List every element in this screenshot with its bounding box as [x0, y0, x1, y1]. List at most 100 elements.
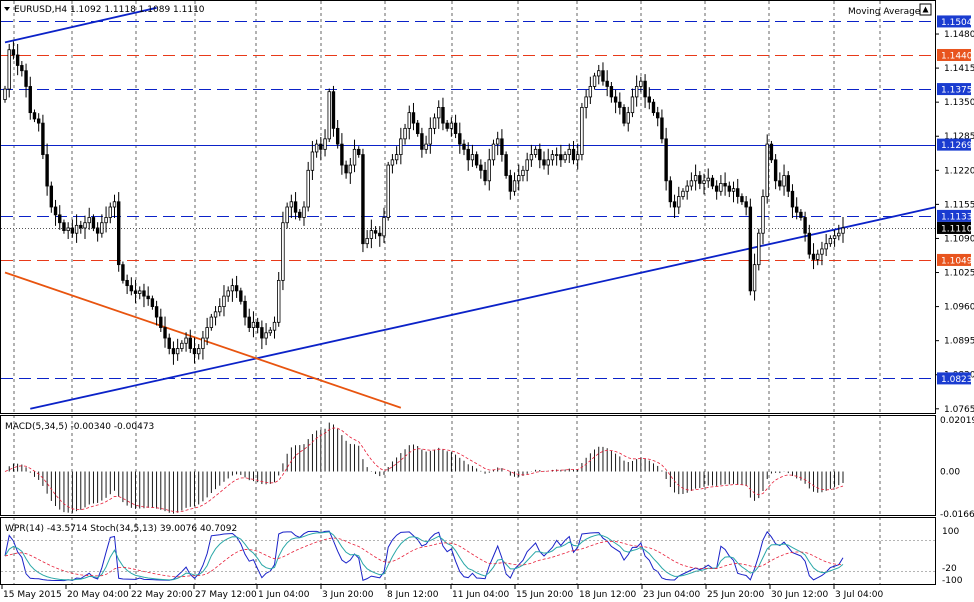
candle-body	[681, 190, 685, 197]
stoch-main-line	[4, 531, 844, 581]
candle-body	[462, 143, 466, 150]
candle-body	[748, 206, 753, 292]
level-price-label: 1.1049	[941, 256, 973, 266]
candle-body	[740, 196, 744, 203]
candle-body	[782, 175, 786, 187]
candle-body	[41, 122, 45, 155]
dropdown-triangle-icon[interactable]	[4, 7, 10, 11]
candle-body	[133, 290, 138, 294]
candle-body	[521, 169, 525, 176]
macd-tick-label: 0.00	[940, 468, 960, 478]
trendline-blue[interactable]	[30, 206, 936, 410]
candle-body	[255, 321, 260, 328]
candle-body	[765, 143, 769, 197]
candle-body	[49, 185, 54, 208]
stoch-signal-line	[4, 537, 844, 578]
wpr-tick-label: -20	[942, 564, 957, 574]
candle-body	[79, 224, 83, 229]
level-price-box	[937, 15, 971, 28]
candle-body	[394, 154, 399, 161]
candle-body	[449, 122, 454, 129]
candle-body	[386, 164, 390, 218]
candle-body	[693, 175, 698, 182]
candle-body	[62, 222, 66, 231]
price-axis: 1.1480 1.1415 1.1350 1.1285 1.1220 1.1155 1.10…	[935, 15, 974, 586]
symbol-info: EURUSD,H4 1.1092 1.1118 1.1089 1.1110	[14, 5, 205, 15]
candle-body	[517, 175, 521, 182]
y-tick-label: 1.1480	[944, 30, 974, 40]
candle-body	[340, 143, 344, 166]
candle-body	[264, 332, 268, 339]
candle-body	[175, 348, 180, 355]
candle-body	[630, 96, 635, 114]
level-price-label: 1.1110	[941, 224, 973, 234]
candle-body	[533, 148, 538, 155]
x-tick-label: 27 May 12:00	[195, 590, 257, 600]
candle-body	[841, 227, 845, 234]
candle-body	[260, 327, 264, 339]
candle-body	[820, 248, 824, 255]
candle-body	[706, 177, 710, 182]
candle-body	[816, 253, 820, 260]
level-price-label: 1.1269	[941, 141, 973, 151]
candle-body	[626, 112, 630, 124]
y-tick-label: 1.1025	[944, 269, 974, 279]
candle-body	[559, 154, 563, 161]
y-tick-label: 1.1350	[944, 98, 974, 108]
candle-body	[159, 316, 163, 328]
x-tick-label: 8 Jun 12:00	[387, 590, 439, 600]
x-tick-label: 15 Jun 20:00	[516, 590, 573, 600]
candle-body	[538, 148, 542, 161]
candle-body	[319, 143, 323, 150]
level-price-box	[937, 253, 971, 266]
candle-body	[306, 169, 310, 208]
candle-body	[184, 337, 188, 344]
candle-body	[45, 154, 49, 187]
candle-body	[104, 217, 108, 224]
candle-body	[218, 306, 222, 313]
candle-body	[495, 138, 500, 145]
candle-body	[289, 201, 294, 208]
candle-body	[811, 253, 816, 260]
candle-body	[807, 232, 812, 255]
candle-body	[323, 138, 327, 150]
y-tick-label: 1.1285	[944, 132, 974, 142]
candle-body	[689, 180, 694, 187]
candle-body	[592, 75, 597, 87]
horizontal-levels	[1, 21, 935, 379]
candle-body	[597, 70, 601, 77]
candle-body	[773, 159, 778, 182]
candle-body	[441, 107, 445, 124]
candle-body	[580, 107, 584, 155]
candle-body	[277, 279, 281, 323]
candle-body	[230, 285, 235, 292]
candle-body	[677, 196, 681, 208]
candle-body	[685, 185, 689, 192]
candle-body	[474, 154, 479, 166]
candle-body	[757, 232, 761, 266]
candle-body	[95, 227, 100, 234]
vertical-gridlines	[13, 1, 881, 584]
candle-body	[420, 133, 424, 150]
main-panel-frame	[0, 0, 936, 414]
candle-body	[314, 143, 319, 153]
candle-body	[698, 175, 702, 184]
trendline-blue[interactable]	[4, 6, 157, 44]
candle-body	[512, 180, 517, 192]
x-tick-label: 20 May 04:00	[67, 590, 129, 600]
level-price-box	[937, 372, 971, 385]
level-price-label: 1.0823	[941, 375, 973, 385]
candle-body	[752, 264, 757, 292]
candle-body	[769, 143, 774, 161]
candle-body	[828, 238, 833, 245]
candle-body	[576, 154, 580, 161]
candle-body	[167, 337, 171, 349]
candle-body	[837, 232, 841, 237]
candle-body	[643, 80, 647, 98]
candle-body	[209, 316, 214, 328]
candle-body	[529, 154, 534, 161]
wpr-line	[4, 530, 844, 582]
candle-body	[803, 217, 807, 234]
y-tick-label: 1.0895	[944, 337, 974, 347]
